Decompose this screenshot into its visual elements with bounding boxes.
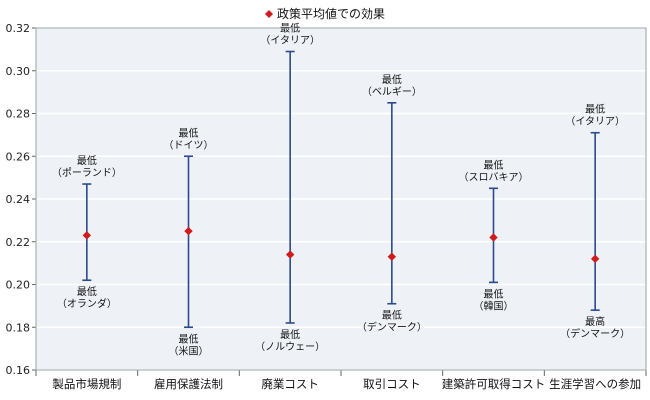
series-range-bars: 最低（ポーランド）最低（オランダ）最低（ドイツ）最低（米国）最低（イタリア）最低… <box>52 22 630 358</box>
y-tick-label: 0.28 <box>6 108 31 121</box>
high-annotation: 最低 <box>585 103 605 116</box>
range-group: 最低（イタリア） 最高（デンマーク） <box>560 103 630 340</box>
y-tick-label: 0.20 <box>6 279 31 292</box>
x-category-label: 建築許可取得コスト <box>442 377 546 391</box>
high-annotation: 最低 <box>179 126 199 139</box>
range-group: 最低（ドイツ）最低（米国） <box>164 126 214 357</box>
low-annotation: （デンマーク） <box>357 321 427 334</box>
high-annotation: （ドイツ） <box>164 139 214 151</box>
x-category-label: 廃業コスト <box>261 377 319 391</box>
legend-marker-diamond <box>265 10 273 18</box>
range-group: 最低（ポーランド）最低（オランダ） <box>52 154 122 310</box>
high-annotation: （ポーランド） <box>52 167 122 179</box>
range-group: 最低（イタリア）最低（ノルウェー） <box>255 22 325 353</box>
y-tick-label: 0.24 <box>6 193 31 206</box>
y-axis: 0.16 0.18 0.20 0.22 0.24 0.26 0.28 0.30 0.32 <box>6 22 36 377</box>
plot-border <box>35 27 647 371</box>
high-annotation: （イタリア） <box>565 116 625 128</box>
low-annotation: （デンマーク） <box>560 327 630 340</box>
range-group: 最低（スロバキア）最低（韓国） <box>459 158 529 312</box>
low-annotation: （ノルウェー） <box>255 341 325 353</box>
x-category-label: 取引コスト <box>363 377 421 391</box>
y-tick-label: 0.18 <box>6 321 31 334</box>
mean-marker <box>285 250 295 259</box>
y-tick-label: 0.22 <box>6 236 31 249</box>
mean-marker <box>82 231 92 240</box>
low-annotation: （オランダ） <box>57 297 117 310</box>
legend: 政策平均値での効果 <box>265 6 385 21</box>
high-annotation: （スロバキア） <box>459 171 529 183</box>
y-tick-label: 0.16 <box>6 364 31 377</box>
low-annotation: 最低 <box>382 309 402 322</box>
high-annotation: 最低 <box>77 154 97 167</box>
x-category-label: 生涯学習への参加 <box>549 377 641 391</box>
low-annotation: （米国） <box>169 344 209 357</box>
high-annotation: （イタリア） <box>260 35 320 47</box>
mean-marker <box>590 254 600 264</box>
low-annotation: 最低 <box>484 287 504 300</box>
y-tick-label: 0.30 <box>6 65 31 78</box>
y-tick-label: 0.26 <box>6 150 31 163</box>
mean-marker <box>387 252 397 261</box>
low-annotation: 最高 <box>585 315 605 328</box>
x-axis: 製品市場規制 雇用保護法制 廃業コスト 取引コスト 建築許可取得コスト 生涯学習への参加 <box>35 370 647 391</box>
mean-marker <box>489 233 498 242</box>
y-tick-label: 0.32 <box>6 22 31 35</box>
legend-label: 政策平均値での効果 <box>277 6 385 21</box>
mean-marker <box>184 226 193 236</box>
low-annotation: 最低 <box>77 285 97 298</box>
high-annotation: （ベルギー） <box>362 86 422 98</box>
x-category-label: 製品市場規制 <box>52 377 121 391</box>
high-annotation: 最低 <box>382 73 402 86</box>
high-annotation: 最低 <box>484 158 504 171</box>
low-annotation: （韓国） <box>474 300 514 312</box>
low-annotation: 最低 <box>280 328 300 341</box>
range-group: 最低（ベルギー）最低（デンマーク） <box>357 73 427 334</box>
low-annotation: 最低 <box>179 332 199 345</box>
x-category-label: 雇用保護法制 <box>154 377 223 391</box>
